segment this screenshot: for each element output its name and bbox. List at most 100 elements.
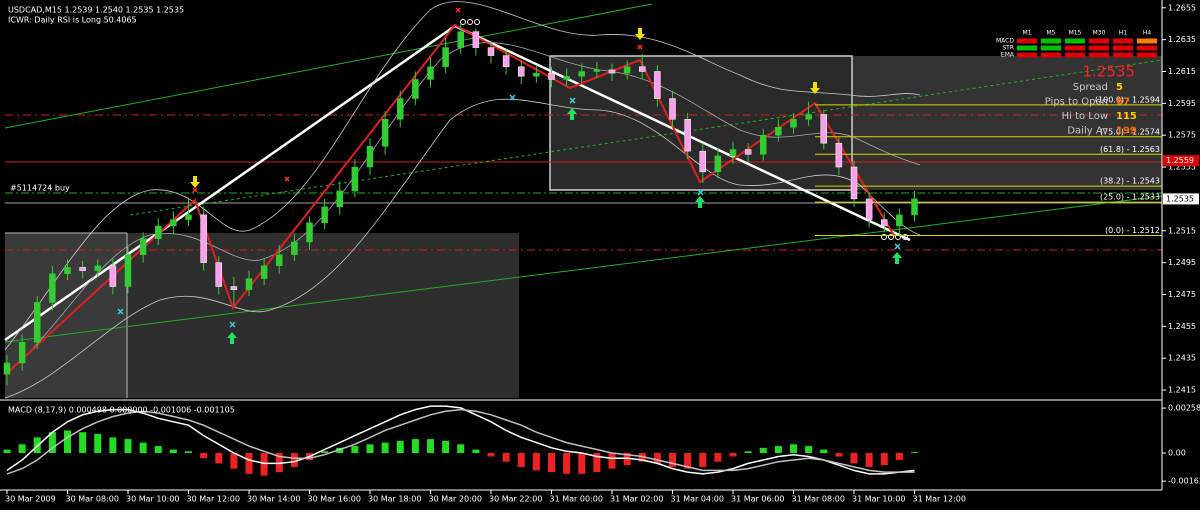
x-tick-label: 30 Mar 20:00 [429, 495, 482, 504]
candle-body [609, 70, 615, 73]
macd-bar [4, 450, 11, 453]
candle-body [654, 71, 660, 98]
x-tick-label: 31 Mar 04:00 [671, 495, 724, 504]
candle-body [337, 191, 343, 207]
macd-bar [866, 453, 873, 467]
candle-body [670, 99, 676, 120]
macd-bar [790, 444, 797, 453]
macd-bar [246, 453, 253, 474]
macd-bar [321, 451, 328, 453]
candle-body [322, 207, 328, 223]
signal-cell [1137, 53, 1157, 58]
macd-bar [609, 453, 616, 469]
candle-body [201, 215, 207, 263]
candle-body [821, 114, 827, 143]
candle-body [549, 73, 555, 79]
fib-label: (0.0) - 1.2512 [1105, 226, 1160, 235]
info-value: 199 [1116, 126, 1137, 137]
macd-bar [760, 448, 767, 453]
signal-cell [1113, 46, 1133, 51]
candle-body [382, 119, 388, 146]
macd-bar [230, 453, 237, 469]
candle-body [745, 150, 751, 155]
candle-body [443, 48, 449, 67]
macd-bar [185, 451, 192, 453]
candle-body [912, 199, 918, 215]
candle-body [155, 226, 161, 239]
info-value: 115 [1116, 111, 1137, 122]
macd-bar [457, 444, 464, 453]
macd-bar [215, 453, 222, 463]
candle-body [866, 199, 872, 220]
signal-col-header: H1 [1119, 30, 1128, 37]
candle-body [473, 32, 479, 48]
x-tick-label: 31 Mar 02:00 [610, 495, 663, 504]
candle-body [110, 266, 116, 287]
macd-bar [563, 453, 570, 474]
candle-body [170, 220, 176, 226]
y-tick-label: 1.2435 [1168, 354, 1196, 363]
macd-bar [881, 453, 888, 465]
macd-bar [835, 453, 842, 456]
signal-col-header: M1 [1023, 30, 1032, 37]
candle-body [231, 287, 237, 290]
signal-cell [1089, 39, 1109, 44]
y-tick-label: 1.2415 [1168, 386, 1196, 395]
macd-bar [397, 441, 404, 453]
candle-body [775, 127, 781, 135]
signal-cell [1041, 46, 1061, 51]
signal-cell [1065, 39, 1085, 44]
candle-body [19, 342, 25, 363]
candle-body [276, 255, 282, 266]
macd-bar [94, 434, 101, 453]
candle-body [125, 255, 131, 287]
macd-bar [140, 443, 147, 453]
macd-bar [533, 453, 540, 470]
candle-body [896, 215, 902, 226]
macd-bar [155, 446, 162, 453]
candle-body [261, 266, 267, 279]
macd-bar [170, 450, 177, 453]
macd-bar [820, 450, 827, 453]
signal-col-header: M30 [1093, 30, 1106, 37]
macd-title: MACD (8,17,9) 0.000498 0.000000 -0.00100… [8, 406, 235, 415]
info-label: Pips to Open [1045, 97, 1108, 108]
signal-row-label: STR [1002, 45, 1014, 52]
x-tick-label: 30 Mar 2009 [5, 495, 56, 504]
macd-bar [488, 453, 495, 456]
macd-bar [775, 446, 782, 453]
candle-body [579, 71, 585, 76]
candle-body [518, 67, 524, 77]
macd-bar [79, 432, 86, 453]
macd-bar [367, 444, 374, 453]
signal-cell [1041, 39, 1061, 44]
macd-bar [518, 453, 525, 467]
macd-bar [911, 452, 918, 453]
y-tick-label: 1.2655 [1168, 3, 1196, 12]
macd-bar [64, 430, 71, 453]
macd-bar [730, 453, 737, 456]
macd-bar [654, 453, 661, 463]
macd-bar [805, 446, 812, 453]
info-label: Daily Av [1067, 126, 1108, 137]
macd-bar [412, 439, 419, 453]
macd-bar [699, 453, 706, 467]
info-label: Spread [1073, 82, 1108, 93]
candle-body [65, 267, 71, 273]
signal-col-header: M15 [1069, 30, 1082, 37]
candle-body [186, 215, 192, 220]
signal-row-label: MACD [996, 38, 1014, 45]
x-tick-label: 31 Mar 08:00 [792, 495, 845, 504]
candle-body [397, 99, 403, 120]
x-tick-label: 31 Mar 00:00 [550, 495, 603, 504]
macd-bar [19, 444, 26, 453]
signal-cell [1017, 46, 1037, 51]
info-price: 1.2535 [1083, 63, 1136, 81]
candle-body [307, 223, 313, 242]
candle-body [412, 79, 418, 98]
y-tick-label: 1.2575 [1168, 131, 1196, 140]
x-tick-label: 30 Mar 12:00 [187, 495, 240, 504]
macd-bar [261, 453, 268, 476]
y-tick-label: 1.2475 [1168, 290, 1196, 299]
